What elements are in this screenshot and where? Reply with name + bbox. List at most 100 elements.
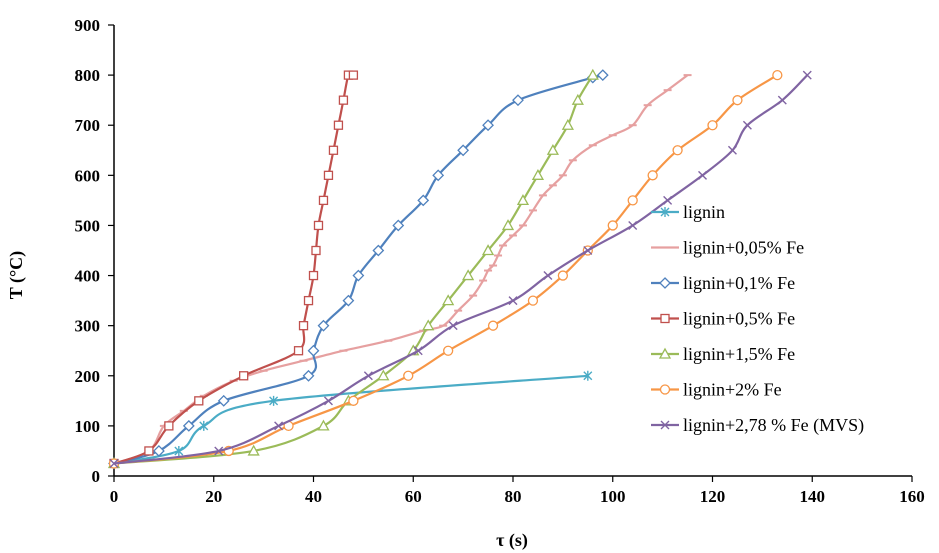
- legend-marker: [658, 347, 672, 359]
- y-tick-label: 700: [75, 116, 101, 135]
- x-tick-label: 0: [110, 487, 119, 506]
- data-point: [328, 145, 339, 155]
- series-2: [108, 69, 609, 470]
- y-axis-title: T (°C): [6, 251, 27, 299]
- x-tick-label: 140: [800, 487, 826, 506]
- y-tick-label: 200: [75, 367, 101, 386]
- data-point: [527, 295, 539, 306]
- data-point: [144, 446, 154, 456]
- y-tick-label: 400: [75, 267, 101, 286]
- legend-label: lignin+0,1% Fe: [683, 273, 795, 293]
- data-point: [672, 145, 683, 156]
- y-tick-label: 600: [75, 166, 101, 185]
- legend-label: lignin+0,5% Fe: [683, 309, 795, 329]
- series-line: [113, 74, 594, 465]
- data-point: [707, 120, 718, 131]
- data-point: [313, 220, 324, 231]
- data-point: [348, 70, 359, 80]
- y-tick-label: 100: [75, 417, 101, 436]
- data-point: [348, 395, 359, 406]
- legend-label: lignin: [683, 202, 725, 222]
- y-tick-label: 500: [75, 216, 101, 235]
- series-line: [113, 374, 588, 465]
- series-6: [109, 70, 812, 468]
- data-point: [443, 345, 454, 356]
- legend: lignin lignin+0,05% Fe lignin+0,1% Fe ligni…: [651, 202, 864, 436]
- data-point: [403, 370, 414, 381]
- data-point: [352, 269, 365, 282]
- data-point: [164, 421, 174, 431]
- data-point: [772, 69, 783, 81]
- data-point: [583, 246, 593, 255]
- data-point: [586, 68, 599, 80]
- data-point: [318, 195, 329, 206]
- data-point: [596, 69, 609, 82]
- x-tick-label: 100: [600, 487, 626, 506]
- data-point: [512, 94, 524, 107]
- data-point: [338, 95, 349, 105]
- data-point: [363, 371, 373, 381]
- x-tick-label: 160: [899, 487, 925, 506]
- data-point: [239, 371, 249, 381]
- data-point: [561, 118, 574, 130]
- series-4: [107, 68, 599, 469]
- legend-item: lignin: [651, 202, 725, 222]
- data-point: [317, 419, 330, 431]
- data-point: [422, 319, 435, 331]
- y-tick-label: 0: [92, 467, 101, 486]
- legend-item: lignin+2,78 % Fe (MVS): [651, 415, 864, 436]
- data-point: [323, 170, 334, 180]
- data-point: [323, 396, 333, 406]
- data-point: [698, 170, 708, 180]
- data-point: [307, 344, 320, 357]
- data-point: [442, 294, 455, 306]
- data-point: [217, 394, 230, 407]
- data-point: [298, 321, 309, 331]
- data-point: [274, 421, 284, 431]
- data-point: [462, 269, 475, 281]
- y-tick-label: 900: [75, 16, 101, 35]
- data-point: [546, 143, 560, 155]
- data-point: [109, 458, 119, 468]
- data-point: [308, 270, 319, 281]
- data-point: [269, 395, 279, 406]
- legend-marker: [660, 207, 670, 217]
- legend-item: lignin+0,1% Fe: [651, 273, 795, 293]
- series-line: [113, 74, 778, 465]
- data-point: [742, 120, 752, 130]
- data-point: [417, 194, 430, 207]
- x-tick-label: 120: [700, 487, 726, 506]
- y-tick-label: 800: [75, 66, 101, 85]
- data-point: [247, 444, 260, 456]
- data-point: [317, 319, 330, 332]
- data-point: [481, 244, 495, 256]
- data-point: [372, 244, 385, 257]
- legend-marker: [660, 420, 670, 430]
- series-line: [113, 74, 809, 465]
- data-point: [302, 369, 315, 382]
- data-point: [152, 445, 165, 457]
- data-point: [413, 346, 423, 356]
- data-point: [432, 169, 445, 182]
- legend-item: lignin+2% Fe: [651, 380, 782, 400]
- data-point: [732, 95, 743, 106]
- legend-item: lignin+0,05% Fe: [651, 238, 804, 258]
- legend-marker: [660, 313, 670, 324]
- data-point: [293, 346, 304, 356]
- data-point: [333, 120, 344, 130]
- data-point: [303, 295, 314, 306]
- data-point: [777, 95, 787, 105]
- x-tick-label: 20: [205, 487, 222, 506]
- data-point: [557, 270, 569, 281]
- data-point: [457, 144, 470, 157]
- series-0: [109, 370, 593, 469]
- data-point: [607, 220, 618, 231]
- data-point: [482, 119, 494, 132]
- data-point: [342, 294, 355, 307]
- data-point: [583, 370, 593, 381]
- data-point: [802, 70, 812, 80]
- series-line: [113, 72, 354, 465]
- legend-marker: [659, 384, 671, 395]
- x-axis-title: τ (s): [496, 530, 528, 551]
